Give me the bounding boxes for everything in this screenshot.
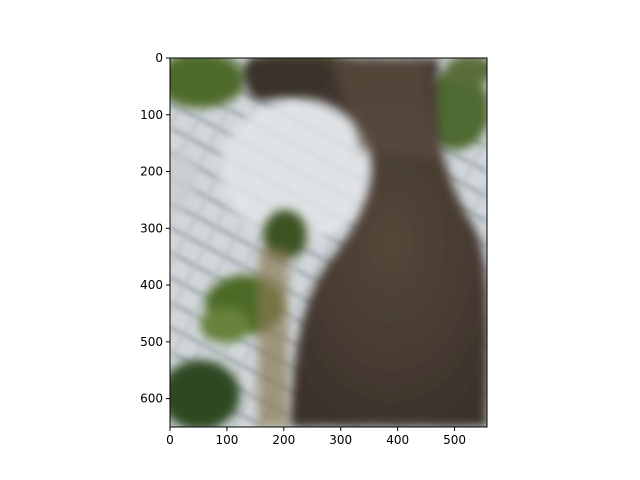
x-tick-label: 400	[386, 433, 409, 447]
y-tick-label: 300	[140, 221, 163, 235]
x-axis: 0 100 200 300 400 500	[166, 427, 466, 447]
y-axis: 0 100 200 300 400 500 600	[140, 51, 170, 406]
x-tick-label: 500	[443, 433, 466, 447]
x-tick-label: 300	[329, 433, 352, 447]
photo-image	[170, 58, 487, 427]
y-tick-label: 400	[140, 278, 163, 292]
y-tick-label: 0	[155, 51, 163, 65]
x-tick-label: 200	[272, 433, 295, 447]
axes-frame	[169, 57, 488, 428]
y-tick-label: 500	[140, 335, 163, 349]
y-tick-label: 600	[140, 392, 163, 406]
y-tick-label: 200	[140, 165, 163, 179]
x-tick-label: 0	[166, 433, 174, 447]
x-tick-label: 100	[215, 433, 238, 447]
y-tick-label: 100	[140, 108, 163, 122]
